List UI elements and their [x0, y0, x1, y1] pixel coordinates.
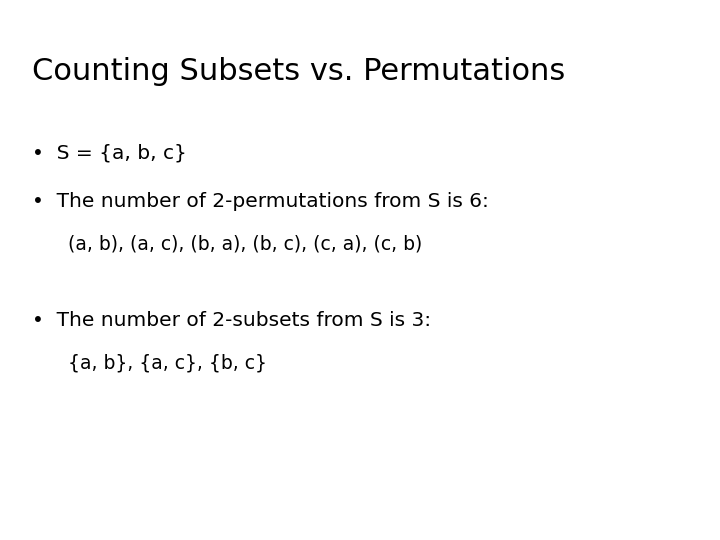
Text: •  The number of 2-permutations from S is 6:: • The number of 2-permutations from S is… [32, 192, 490, 211]
Text: Counting Subsets vs. Permutations: Counting Subsets vs. Permutations [32, 57, 566, 86]
Text: {a, b}, {a, c}, {b, c}: {a, b}, {a, c}, {b, c} [68, 354, 267, 373]
Text: (a, b), (a, c), (b, a), (b, c), (c, a), (c, b): (a, b), (a, c), (b, a), (b, c), (c, a), … [68, 235, 423, 254]
Text: •  S = {a, b, c}: • S = {a, b, c} [32, 143, 187, 162]
Text: •  The number of 2-subsets from S is 3:: • The number of 2-subsets from S is 3: [32, 310, 431, 329]
